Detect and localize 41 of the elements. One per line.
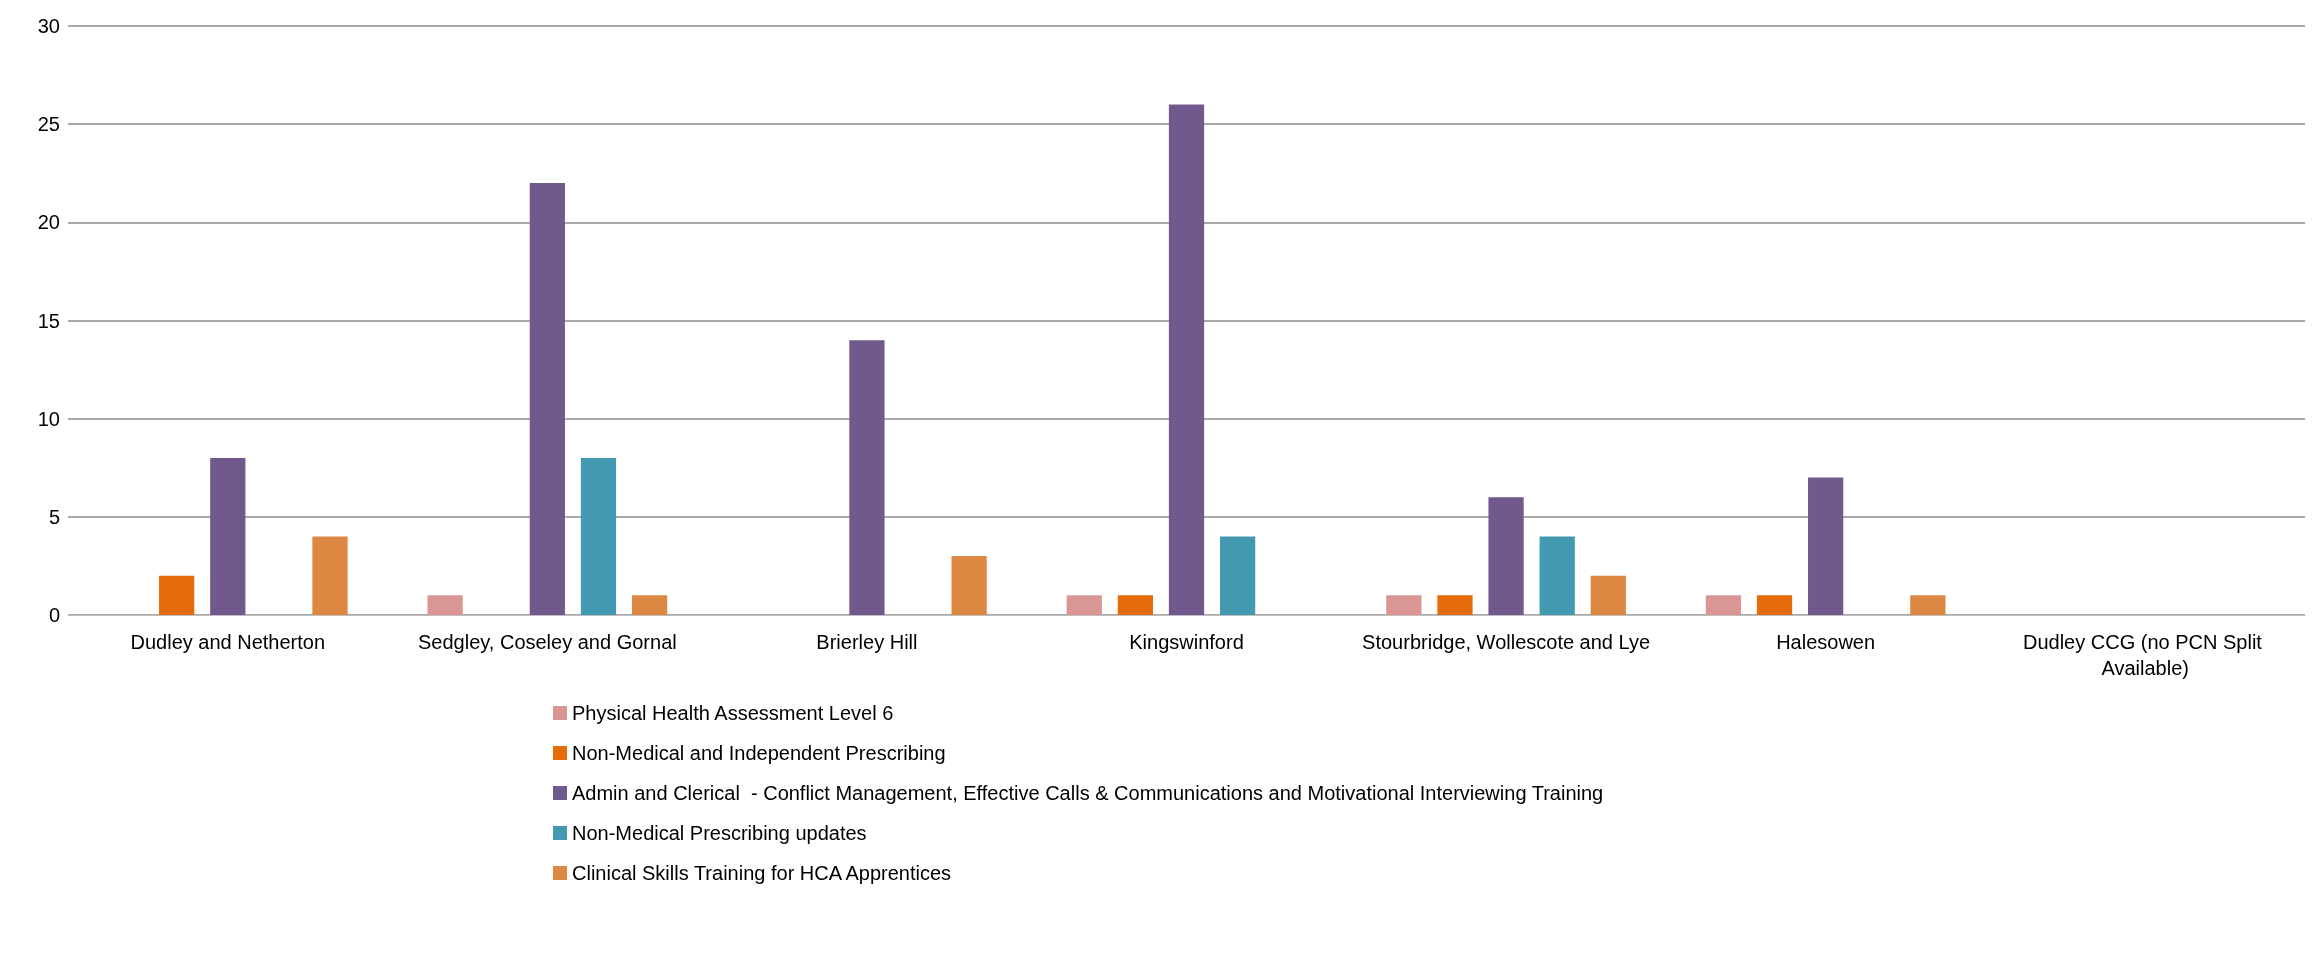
bar <box>1590 575 1626 615</box>
y-tick-label: 25 <box>37 113 60 136</box>
bar <box>1756 595 1793 615</box>
bar <box>631 595 668 615</box>
legend-label: Non-Medical and Independent Prescribing <box>572 742 946 764</box>
bar <box>1066 595 1102 615</box>
bar <box>1437 595 1473 615</box>
bar <box>1117 595 1154 615</box>
y-tick-label: 20 <box>37 211 60 234</box>
y-tick-label: 15 <box>37 309 60 332</box>
x-tick-label: Stourbridge, Wollescote and Lye <box>1362 631 1651 653</box>
bar <box>951 556 987 615</box>
bar <box>529 183 565 615</box>
bar <box>312 536 348 615</box>
y-tick-label: 5 <box>48 505 60 528</box>
bar <box>210 457 246 615</box>
x-tick-label: Sedgley, Coseley and Gornal <box>418 631 677 653</box>
bar <box>1705 595 1742 615</box>
y-tick-label: 30 <box>37 15 60 37</box>
bar <box>1168 104 1205 615</box>
legend-label: Admin and Clerical - Conflict Management, Effective Calls & Communications and Motivational Interviewing Training <box>572 782 1604 804</box>
x-tick-label: Kingswinford <box>1129 631 1244 653</box>
y-tick-label: 10 <box>37 407 60 430</box>
bar <box>1910 595 1946 615</box>
x-tick-label: Brierley Hill <box>816 631 918 653</box>
bar <box>159 575 195 615</box>
bar <box>1488 497 1524 615</box>
legend-label: Clinical Skills Training for HCA Apprentices <box>572 862 952 884</box>
x-tick-label: Dudley and Netherton <box>130 631 326 653</box>
bar <box>1539 536 1575 615</box>
bar <box>1386 595 1422 615</box>
x-tick-label: Dudley CCG (no PCN Split Available) <box>2022 631 2268 679</box>
legend-label: Physical Health Assessment Level 6 <box>572 702 894 724</box>
x-tick-label: Halesowen <box>1776 631 1876 653</box>
bar <box>1219 536 1256 615</box>
y-tick-label: 0 <box>48 604 60 626</box>
bar <box>849 340 885 615</box>
bar <box>427 595 463 615</box>
legend-label: Non-Medical Prescribing updates <box>572 822 867 844</box>
bar <box>580 457 617 615</box>
bar <box>1808 477 1844 615</box>
